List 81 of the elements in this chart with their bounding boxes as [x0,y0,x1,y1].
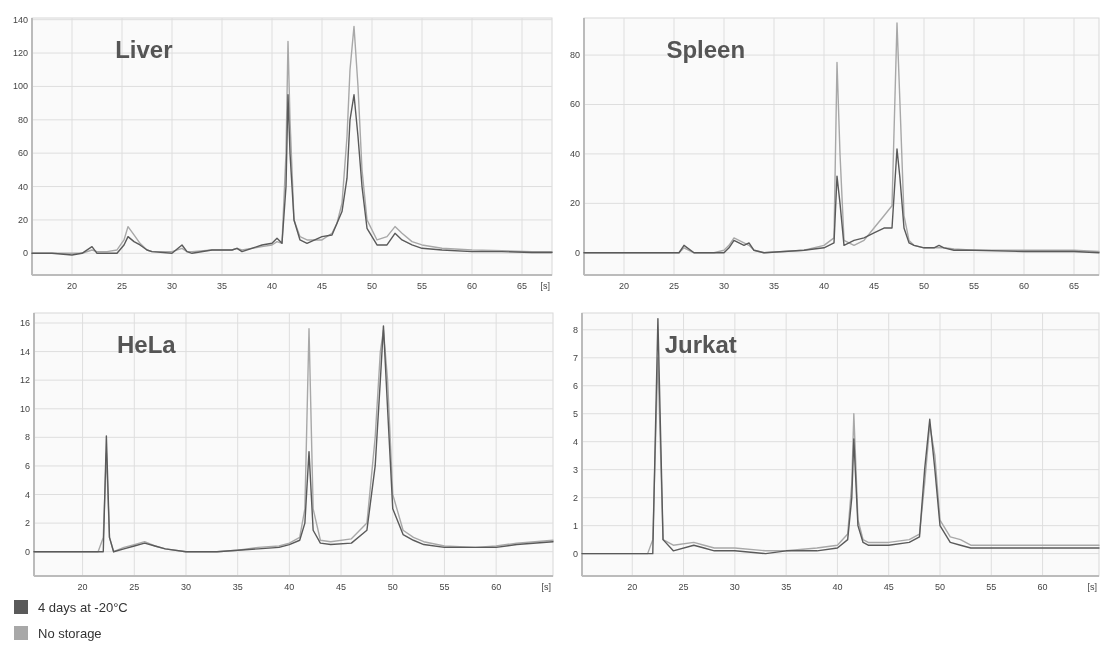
y-tick-label: 0 [572,548,578,559]
x-tick-label: 20 [77,582,88,592]
x-tick-label: 60 [1018,281,1030,291]
y-tick-label: 0 [22,248,28,259]
y-tick-label: 0 [24,546,30,557]
text: HeLa [117,331,177,358]
text: Spleen [666,36,746,63]
x-axis-title: [s] [540,281,550,291]
y-tick-label: 7 [572,352,578,363]
y-tick-label: 120 [12,48,28,59]
legend-label: No storage [38,626,102,641]
x-tick-label: 30 [729,582,740,592]
y-tick-label: 140 [12,14,28,25]
x-tick-label: 50 [366,281,378,291]
y-tick-label: 5 [572,408,578,419]
text: Jurkat [664,331,737,358]
y-tick-label: 0 [574,247,580,258]
y-tick-label: 8 [572,324,578,335]
y-tick-label: 40 [17,181,28,192]
x-tick-label: 20 [627,582,638,592]
x-tick-label: 45 [868,281,880,291]
y-tick-label: 2 [572,492,578,503]
x-tick-label: 60 [466,281,478,291]
y-tick-label: 16 [19,318,30,329]
y-tick-label: 10 [19,403,30,414]
x-tick-label: 45 [336,582,347,592]
y-tick-label: 6 [24,460,30,471]
y-tick-label: 4 [24,489,30,500]
x-tick-label: 30 [180,582,191,592]
x-tick-label: 25 [668,281,680,291]
x-tick-label: 50 [934,582,946,592]
y-tick-label: 12 [19,375,30,386]
y-tick-label: 100 [12,81,28,92]
x-tick-label: 35 [232,582,243,592]
x-tick-label: 55 [416,281,428,291]
x-tick-label: 55 [968,281,980,291]
y-tick-label: 6 [572,380,578,391]
x-tick-label: 30 [166,281,178,291]
y-tick-label: 1 [572,520,578,531]
y-tick-label: 80 [569,50,580,61]
line-series [31,94,553,256]
line-series [583,148,1100,254]
x-tick-label: 55 [986,582,997,592]
x-axis-title: [s] [1087,582,1097,592]
x-tick-label: 65 [1068,281,1080,291]
y-tick-label: 3 [572,464,578,475]
x-tick-label: 40 [284,582,295,592]
y-tick-label: 60 [17,148,28,159]
x-tick-label: 65 [516,281,528,291]
x-tick-label: 30 [718,281,730,291]
x-tick-label: 35 [781,582,792,592]
y-tick-label: 8 [24,432,30,443]
x-tick-label: 40 [266,281,278,291]
x-tick-label: 25 [129,582,140,592]
x-tick-label: 35 [216,281,228,291]
line-series [581,317,1100,555]
x-tick-label: 45 [883,582,894,592]
x-tick-label: 25 [678,582,689,592]
x-tick-label: 40 [832,582,843,592]
x-tick-label: 45 [316,281,328,291]
y-tick-label: 14 [19,346,30,357]
y-tick-label: 80 [17,114,28,125]
x-tick-label: 25 [116,281,128,291]
x-tick-label: 60 [491,582,502,592]
x-tick-label: 60 [1037,582,1048,592]
x-tick-label: 55 [439,582,450,592]
x-tick-label: 50 [387,582,398,592]
x-tick-label: 40 [818,281,830,291]
y-tick-label: 20 [569,198,580,209]
x-tick-label: 20 [66,281,78,291]
y-tick-label: 2 [24,518,30,529]
x-tick-label: 50 [918,281,930,291]
y-tick-label: 60 [569,99,580,110]
x-tick-label: 35 [768,281,780,291]
y-tick-label: 4 [572,436,578,447]
x-tick-label: 20 [618,281,630,291]
y-tick-label: 40 [569,148,580,159]
legend-label: 4 days at -20°C [38,600,128,615]
y-tick-label: 20 [17,214,28,225]
x-axis-title: [s] [541,582,551,592]
text: Liver [115,36,173,63]
